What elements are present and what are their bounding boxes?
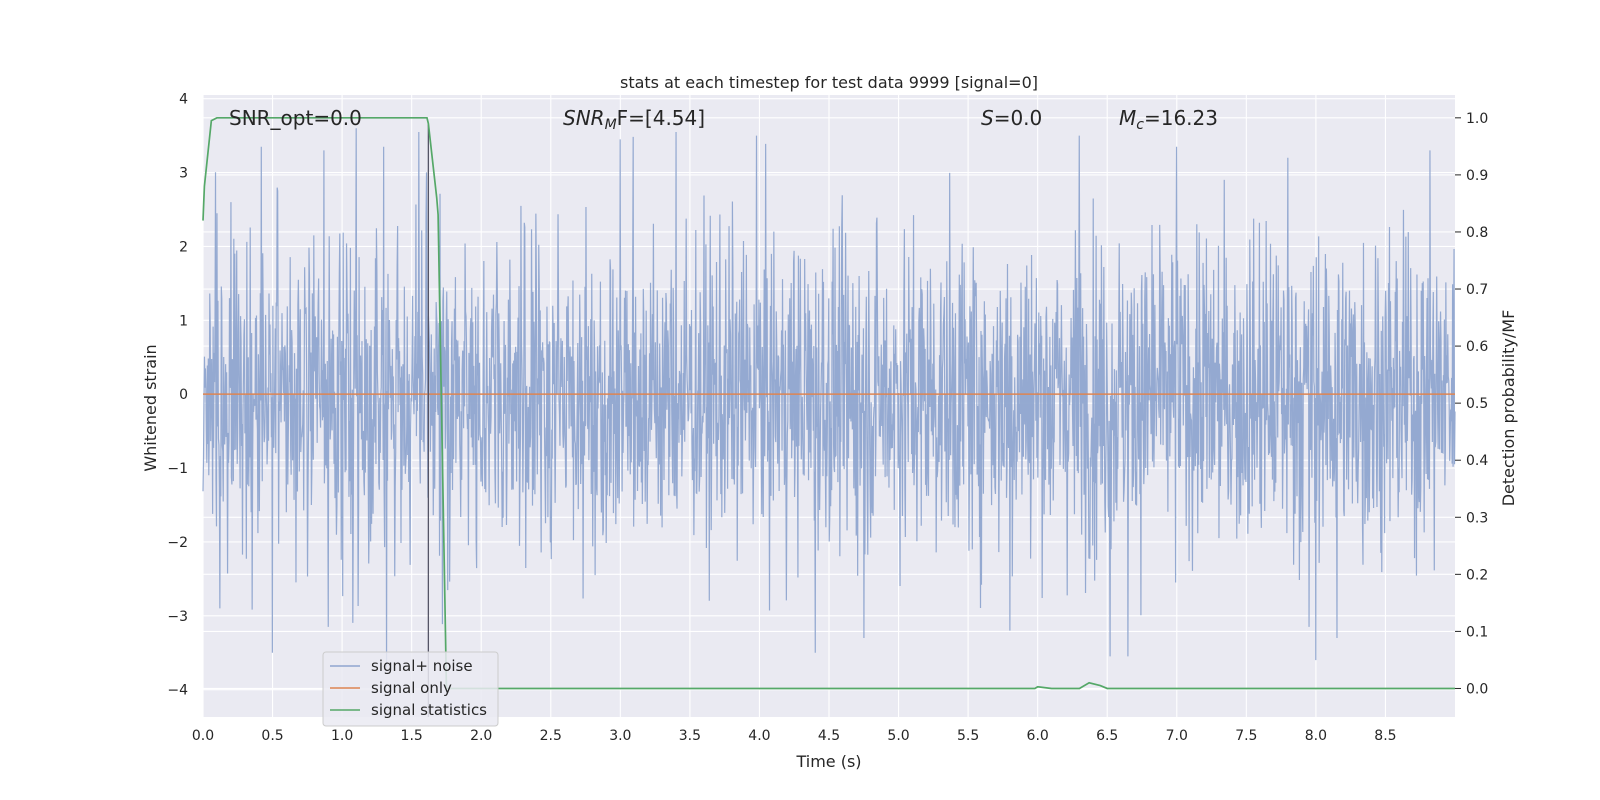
y-axis-label: Whitened strain (141, 344, 160, 471)
annotation-mc-value: =16.23 (1144, 106, 1218, 130)
x-tick-label: 8.5 (1374, 728, 1396, 744)
annotation-s: S=0.0 (981, 106, 1042, 130)
y-tick-label: 2 (179, 239, 188, 255)
x-tick-label: 7.5 (1235, 728, 1257, 744)
x-tick-label: 7.0 (1166, 728, 1188, 744)
annotation-snr-mf-sub: M (605, 117, 617, 133)
y-tick-label: 4 (179, 92, 188, 108)
y2-tick-label: 0.8 (1466, 225, 1488, 241)
annotation-mc: Mc=16.23 (1119, 106, 1218, 133)
x-tick-label: 8.0 (1305, 728, 1327, 744)
y2-tick-label: 0.1 (1466, 624, 1488, 640)
x-tick-label: 6.0 (1027, 728, 1049, 744)
y2-tick-label: 0.0 (1466, 681, 1488, 697)
y2-tick-label: 0.6 (1466, 339, 1488, 355)
y-tick-label: 3 (179, 166, 188, 182)
y2-tick-label: 0.4 (1466, 453, 1488, 469)
x-tick-label: 1.0 (331, 728, 353, 744)
x-tick-label: 0.5 (261, 728, 283, 744)
x-tick-label: 3.5 (679, 728, 701, 744)
x-tick-label: 3.0 (609, 728, 631, 744)
annotation-snr-mf: SNRMF=[4.54] (563, 106, 705, 133)
y2-tick-label: 0.5 (1466, 396, 1488, 412)
annotation-snr-mf-label: SNR (563, 106, 605, 130)
x-tick-label: 1.5 (401, 728, 423, 744)
x-tick-label: 4.5 (818, 728, 840, 744)
y2-axis-label: Detection probability/MF (1499, 310, 1518, 507)
legend-box (322, 651, 499, 727)
annotation-mc-label: M (1119, 106, 1136, 130)
annotation-s-value: =0.0 (994, 106, 1043, 130)
y-tick-label: 0 (179, 387, 188, 403)
annotation-mc-sub: c (1136, 117, 1144, 133)
legend: signal+ noise signal only signal statist… (322, 651, 499, 727)
y2-tick-label: 0.3 (1466, 510, 1488, 526)
legend-label-signal-noise: signal+ noise (371, 657, 473, 675)
x-tick-label: 5.0 (887, 728, 909, 744)
x-tick-label: 5.5 (957, 728, 979, 744)
y-tick-labels: 4 3 2 1 0 −1 −2 −3 −4 (167, 92, 188, 699)
x-tick-labels: 0.0 0.5 1.0 1.5 2.0 2.5 3.0 3.5 4.0 4.5 5.0 5.5 6.0 6… (192, 728, 1397, 744)
annotation-snr-mf-value: F=[4.54] (617, 106, 705, 130)
legend-label-signal-statistics: signal statistics (371, 701, 487, 719)
annotation-s-label: S (981, 106, 994, 130)
y-tick-label: −3 (167, 609, 188, 625)
y2-tick-labels: 1.0 0.9 0.8 0.7 0.6 0.5 0.4 0.3 0.2 0.1 0.0 (1455, 111, 1488, 697)
annotation-snr-opt: SNR_opt=0.0 (229, 106, 362, 130)
y-tick-label: −4 (167, 683, 188, 699)
x-tick-label: 4.0 (748, 728, 770, 744)
x-tick-label: 0.0 (192, 728, 214, 744)
x-axis-label: Time (s) (795, 752, 861, 771)
y2-tick-label: 0.7 (1466, 282, 1488, 298)
x-tick-label: 2.5 (540, 728, 562, 744)
y2-tick-label: 1.0 (1466, 111, 1488, 127)
y2-tick-label: 0.2 (1466, 567, 1488, 583)
y-tick-label: −2 (167, 535, 188, 551)
y2-tick-label: 0.9 (1466, 168, 1488, 184)
x-tick-label: 6.5 (1096, 728, 1118, 744)
legend-label-signal-only: signal only (371, 679, 452, 697)
y-tick-label: 1 (179, 313, 188, 329)
x-tick-label: 2.0 (470, 728, 492, 744)
y-tick-label: −1 (167, 461, 188, 477)
chart-title: stats at each timestep for test data 999… (620, 73, 1038, 92)
